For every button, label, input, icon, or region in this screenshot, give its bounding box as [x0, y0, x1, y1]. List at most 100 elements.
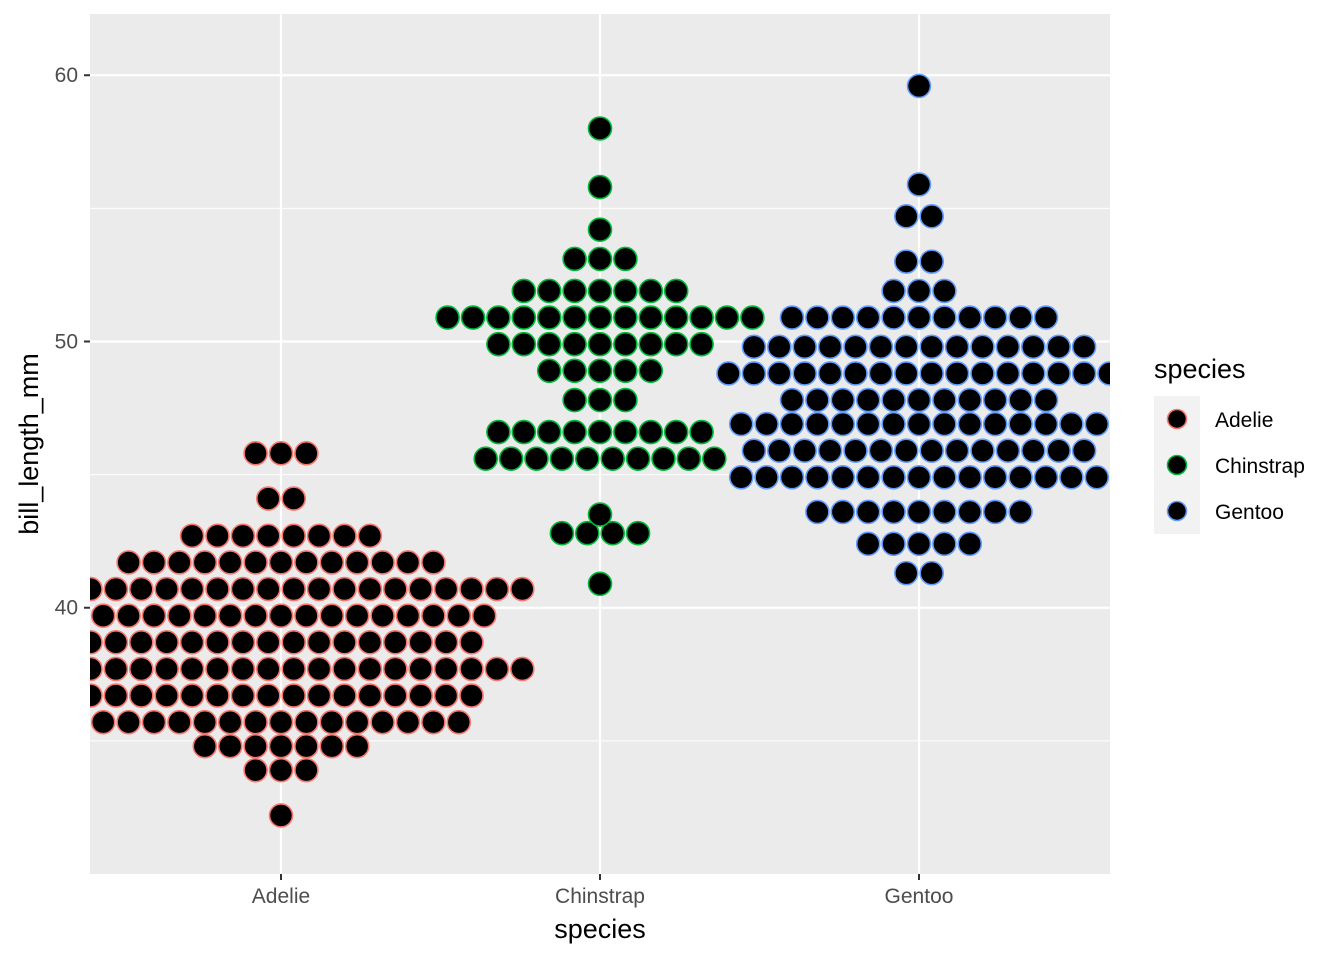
- dot: [830, 464, 856, 490]
- dot: [638, 278, 664, 304]
- dot: [484, 576, 510, 602]
- dot: [562, 387, 587, 413]
- dot: [587, 502, 613, 527]
- dot: [486, 305, 511, 330]
- y-axis: 40 50 60: [55, 64, 90, 620]
- dot: [382, 576, 408, 602]
- dot: [613, 305, 638, 330]
- dot: [255, 630, 281, 655]
- dot: [716, 361, 741, 386]
- dot: [817, 438, 843, 463]
- dot: [1033, 387, 1059, 413]
- dot: [1021, 361, 1046, 386]
- dot: [919, 361, 945, 386]
- dot: [1033, 411, 1059, 437]
- dot: [435, 305, 460, 330]
- dot: [154, 683, 179, 708]
- dot: [230, 656, 256, 682]
- dot: [843, 438, 868, 463]
- y-tick-label: 40: [55, 597, 78, 620]
- dot: [217, 709, 243, 735]
- dot: [970, 361, 995, 386]
- dot: [306, 656, 332, 682]
- dot: [1071, 334, 1097, 360]
- dot: [116, 550, 141, 575]
- dot: [741, 361, 767, 386]
- dot: [536, 331, 562, 357]
- dot: [90, 630, 103, 655]
- dot: [217, 733, 243, 759]
- dot: [511, 278, 537, 304]
- dot: [766, 438, 792, 463]
- dot: [957, 387, 983, 413]
- dot: [830, 499, 856, 525]
- dot: [1008, 464, 1033, 490]
- dot: [792, 361, 818, 386]
- dot: [382, 630, 408, 655]
- dot: [154, 576, 179, 602]
- dot: [843, 334, 868, 360]
- dot: [587, 174, 613, 200]
- dot: [509, 576, 535, 602]
- dot: [319, 603, 345, 629]
- dot: [970, 438, 995, 463]
- dot: [1059, 411, 1084, 437]
- dot: [651, 446, 676, 471]
- legend: species Adelie Chinstrap Gentoo: [1154, 354, 1305, 534]
- dot: [881, 411, 906, 437]
- dot: [957, 305, 983, 330]
- dot: [192, 603, 218, 629]
- x-tick-label: Gentoo: [885, 885, 954, 908]
- dot: [893, 249, 919, 274]
- dot: [268, 441, 294, 466]
- dot: [982, 305, 1008, 330]
- dot: [268, 550, 294, 575]
- dot: [613, 278, 638, 304]
- dot: [116, 603, 141, 629]
- dot: [281, 630, 307, 655]
- dot: [421, 550, 446, 575]
- dot: [446, 603, 472, 629]
- dot: [471, 603, 497, 629]
- dot: [129, 576, 154, 602]
- dot: [1059, 464, 1084, 490]
- dot: [536, 419, 562, 445]
- dot: [129, 656, 154, 682]
- dot: [306, 523, 332, 549]
- dot: [433, 656, 459, 682]
- dot: [511, 331, 537, 357]
- dot: [982, 411, 1008, 437]
- dot: [408, 683, 434, 708]
- dot: [893, 438, 919, 463]
- dot: [830, 411, 856, 437]
- dot: [357, 630, 383, 655]
- dot: [167, 709, 192, 735]
- dot: [90, 576, 103, 602]
- dot: [370, 603, 395, 629]
- dot: [663, 278, 689, 304]
- dot: [676, 446, 702, 471]
- dot: [868, 438, 894, 463]
- dot: [893, 560, 919, 586]
- dot: [906, 73, 932, 99]
- dot: [549, 446, 575, 471]
- dot: [868, 361, 894, 386]
- dot: [587, 305, 613, 330]
- dot: [395, 603, 421, 629]
- dot: [549, 520, 575, 546]
- dot: [613, 331, 638, 357]
- dot: [689, 419, 714, 445]
- dot: [395, 709, 421, 735]
- dot: [357, 576, 383, 602]
- dot: [932, 305, 957, 330]
- dot: [600, 520, 626, 546]
- dot: [587, 246, 613, 272]
- dot: [893, 361, 919, 386]
- dot: [395, 550, 421, 575]
- dot: [919, 438, 945, 463]
- x-tick-label: Chinstrap: [555, 885, 645, 908]
- dot: [332, 683, 357, 708]
- legend-label: Adelie: [1215, 409, 1273, 432]
- dot: [957, 531, 983, 557]
- dots: [90, 73, 1110, 828]
